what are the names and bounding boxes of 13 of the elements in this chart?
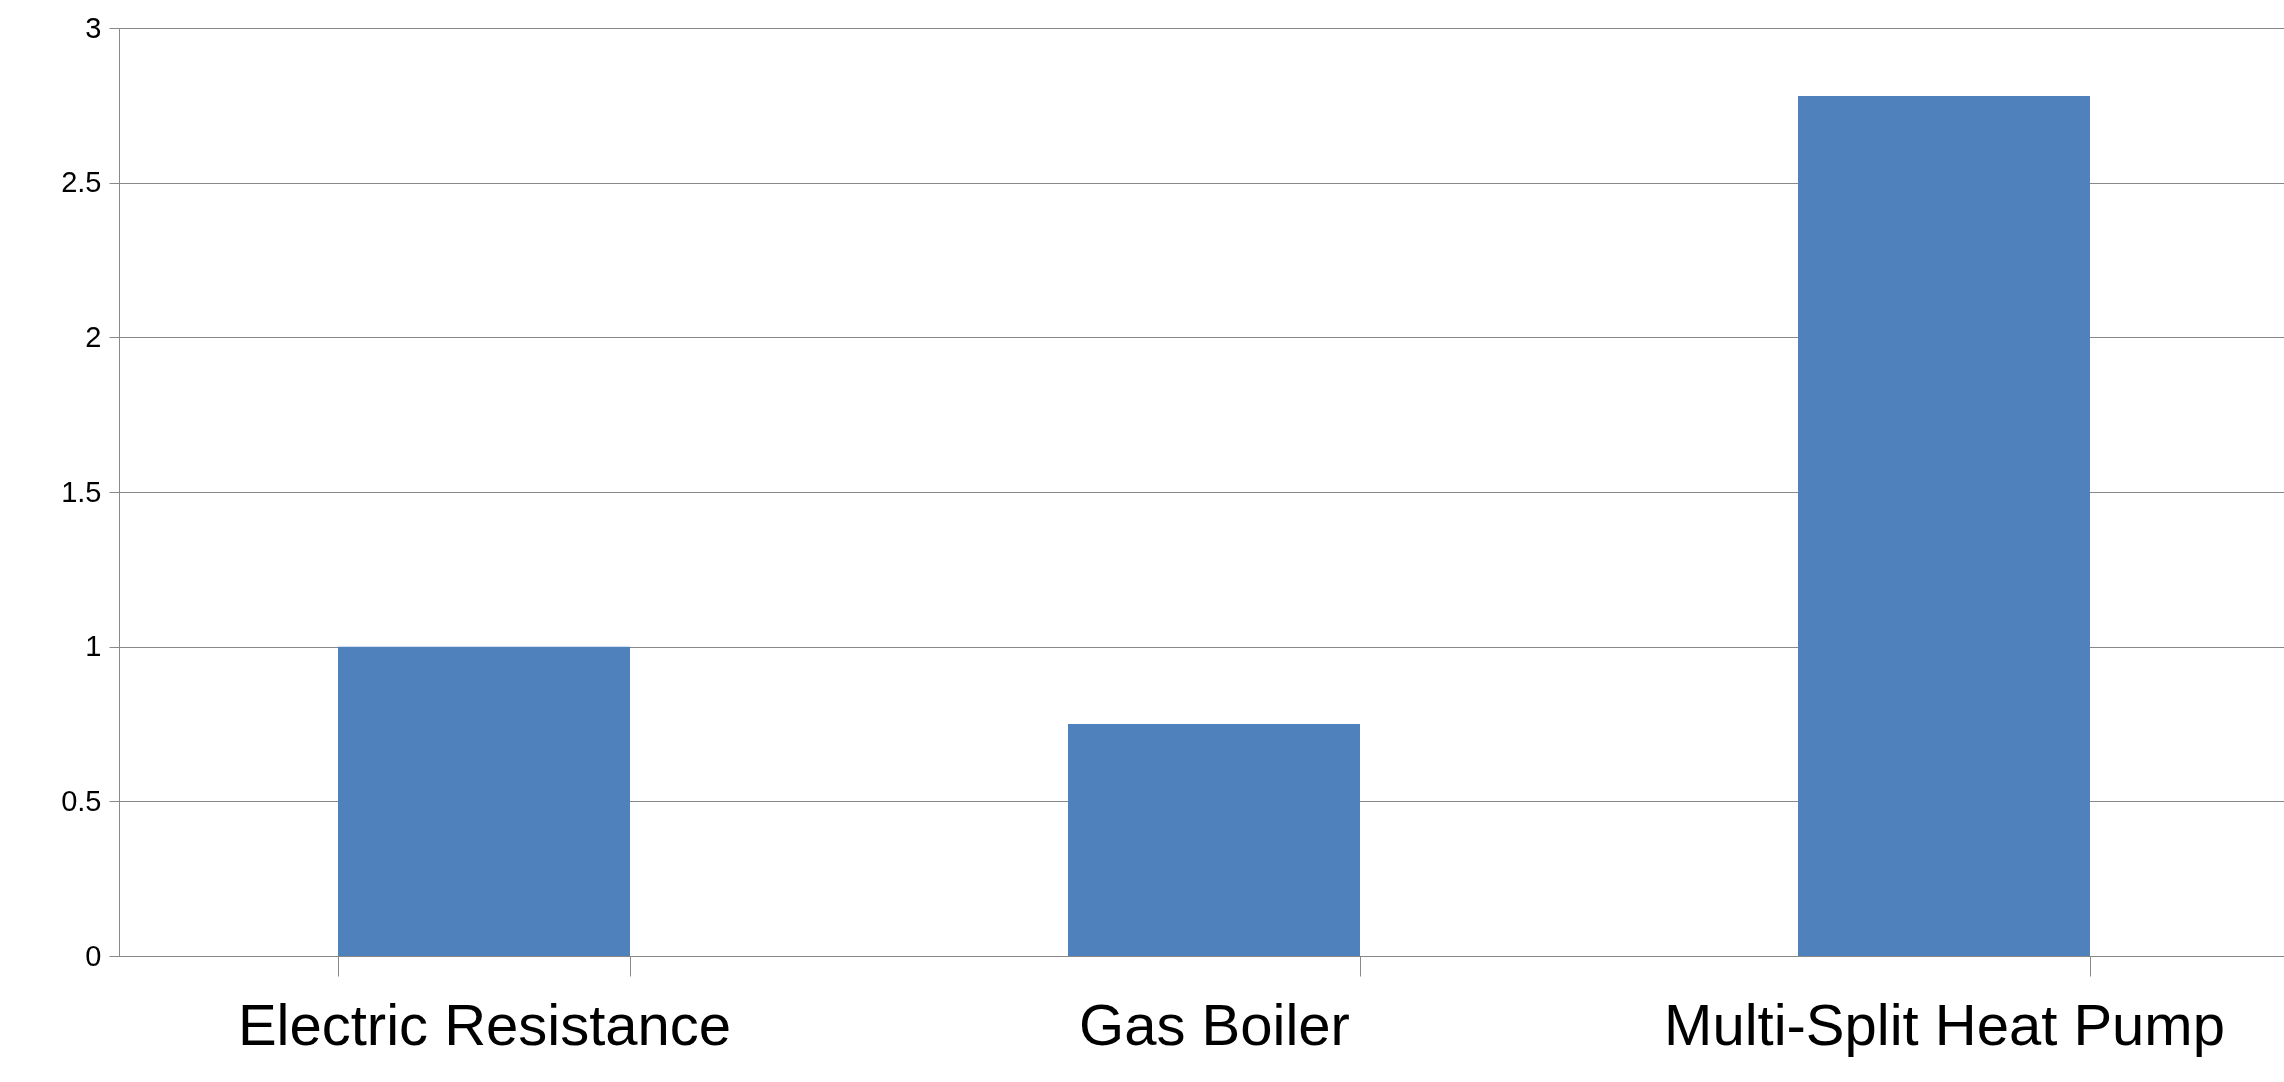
x-tick-label: Electric Resistance [237, 991, 732, 1057]
y-tick-label: 0.5 [61, 784, 102, 817]
bar [1068, 724, 1360, 956]
y-tick-label: 2.5 [61, 166, 102, 199]
y-tick-label: 3 [85, 11, 102, 44]
bar [338, 646, 630, 956]
y-tick-label: 1.5 [61, 475, 102, 508]
y-tick-label: 2 [85, 320, 102, 353]
x-tick-label: Multi-Split Heat Pump [1664, 991, 2225, 1057]
y-tick-label: 0 [85, 939, 102, 972]
bar [1798, 96, 2090, 956]
y-tick-label: 1 [85, 630, 102, 663]
x-tick-label: Gas Boiler [1079, 991, 1350, 1057]
